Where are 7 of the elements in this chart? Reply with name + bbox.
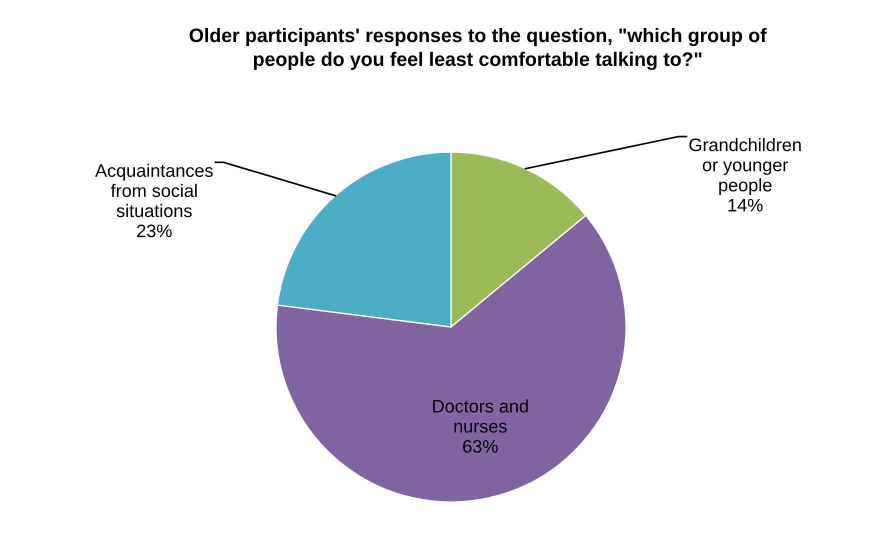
data-label: 63%	[463, 440, 498, 453]
chart-title: Older participants' responses to the question, "which group of people do you feel least comfortable talking to?"	[190, 28, 767, 70]
data-label: 23%	[137, 224, 172, 238]
slice-label: Grandchildren or younger people	[689, 138, 801, 196]
slice-label: Acquaintances from social situations	[95, 164, 213, 218]
data-label: 14%	[728, 198, 763, 212]
slice-label: Doctors and nurses	[433, 399, 528, 433]
